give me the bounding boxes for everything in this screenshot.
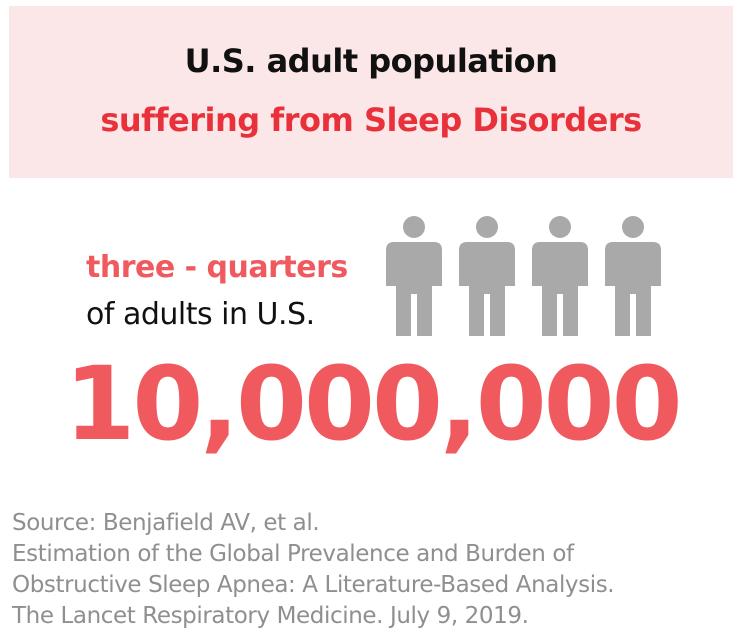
- person-icon: [459, 216, 515, 336]
- fraction-label: three - quarters: [86, 250, 348, 285]
- title-line-1: U.S. adult population: [184, 42, 558, 80]
- source-line: Obstructive Sleep Apnea: A Literature-Ba…: [12, 572, 615, 598]
- source-line: Source: Benjafield AV, et al.: [12, 510, 320, 536]
- person-icon: [386, 216, 442, 336]
- source-citation: Source: Benjafield AV, et al. Estimation…: [12, 508, 737, 632]
- population-label: of adults in U.S.: [86, 297, 315, 332]
- person-icon: [605, 216, 661, 336]
- title-line-2: suffering from Sleep Disorders: [100, 101, 642, 139]
- source-line: The Lancet Respiratory Medicine. July 9,…: [12, 603, 529, 629]
- title-banner: U.S. adult population suffering from Sle…: [9, 6, 733, 178]
- population-count: 10,000,000: [64, 345, 682, 464]
- people-icons: [386, 216, 666, 336]
- person-icon: [532, 216, 588, 336]
- source-line: Estimation of the Global Prevalence and …: [12, 541, 574, 567]
